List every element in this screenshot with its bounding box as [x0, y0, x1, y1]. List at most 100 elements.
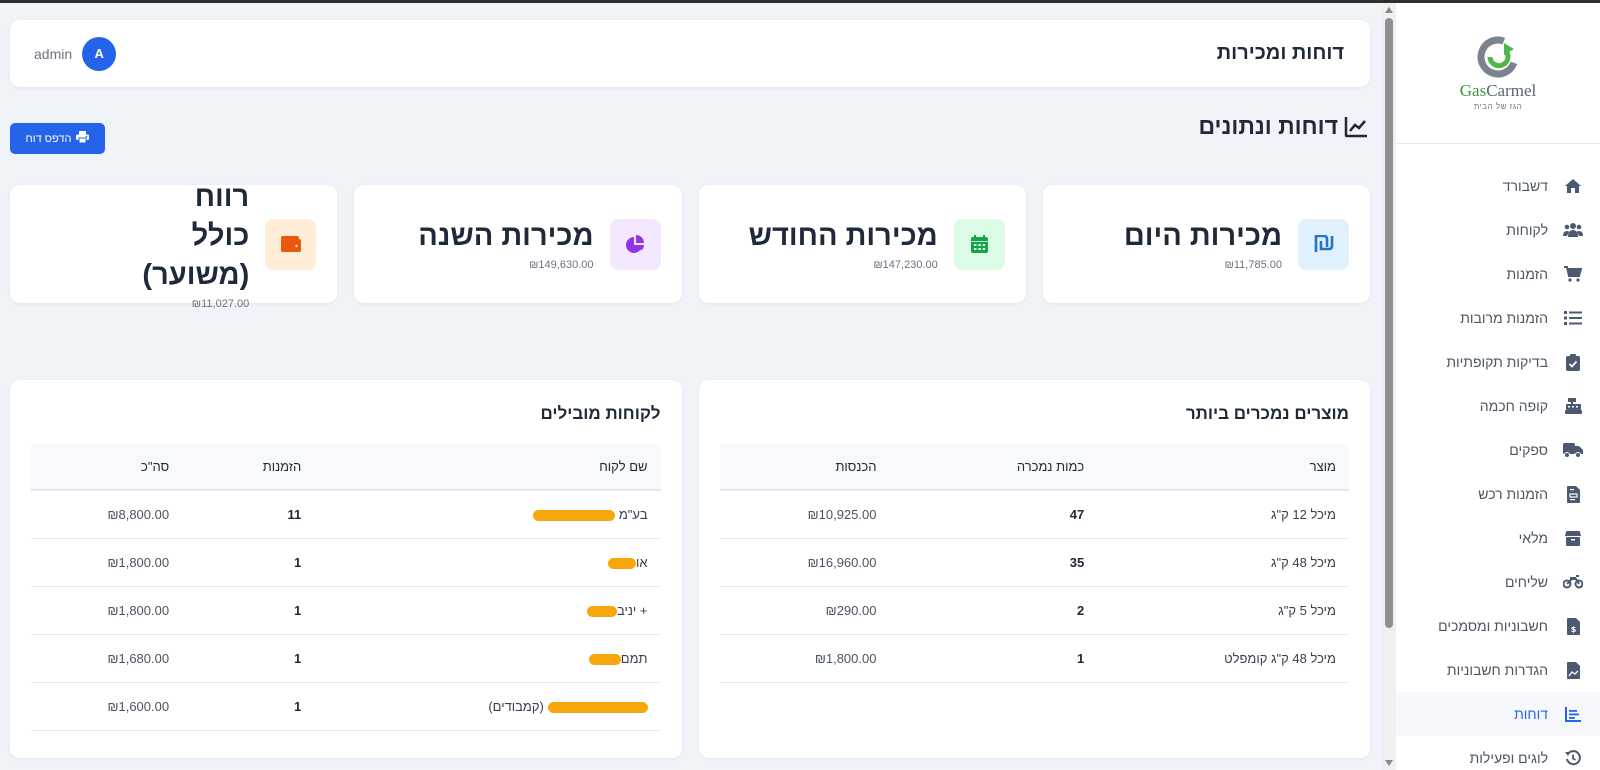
sidebar-item-label: לוגים ופעילות — [1469, 750, 1548, 766]
sidebar-item-smart-register[interactable]: קופה חכמה — [1396, 384, 1600, 428]
order-count: 11 — [182, 490, 315, 539]
customer-total: ₪1,600.00 — [31, 682, 183, 731]
scroll-thumb[interactable] — [1385, 18, 1393, 628]
file-chart-icon — [1562, 661, 1584, 679]
stat-value: ₪11,027.00 — [191, 298, 250, 311]
window-top-border — [0, 0, 1600, 3]
customer-total: ₪1,680.00 — [31, 634, 183, 683]
calendar-icon — [953, 218, 1005, 270]
redaction-mark — [533, 509, 616, 521]
scroll-up-arrow-icon[interactable] — [1385, 7, 1393, 13]
sidebar-item-label: הזמנות רכש — [1478, 486, 1548, 502]
sidebar-item-label: הזמנות — [1506, 266, 1549, 282]
panel-title: לקוחות מובילים — [540, 404, 661, 423]
avatar[interactable]: A — [82, 36, 117, 71]
column-header[interactable]: הזמנות — [182, 444, 315, 491]
panel-title: מוצרים נמכרים ביותר — [1185, 404, 1349, 423]
scroll-down-arrow-icon[interactable] — [1385, 760, 1393, 766]
sidebar-item-label: שליחים — [1504, 574, 1548, 590]
sidebar-item-label: קופה חכמה — [1479, 398, 1548, 414]
pie-chart-icon — [609, 218, 661, 270]
revenue: ₪1,800.00 — [719, 634, 890, 683]
sidebar-item-label: הזמנות מרובות — [1460, 310, 1548, 326]
stat-card-month-sales: מכירות החודש ₪147,230.00 — [698, 185, 1026, 303]
redaction-mark — [607, 557, 636, 569]
sidebar-item-reports[interactable]: דוחות — [1396, 692, 1600, 736]
shekel-icon — [1298, 218, 1349, 270]
column-header[interactable]: כמות נמכרה — [889, 444, 1098, 491]
logo[interactable]: GasCarmel הגז של הבית — [1396, 3, 1600, 144]
sidebar: GasCarmel הגז של הבית דשבורד לקוחות הזמנ… — [1396, 3, 1600, 770]
gascarmel-logo-icon — [1476, 35, 1520, 79]
stat-label: מכירות השנה — [418, 219, 594, 252]
sidebar-item-label: בדיקות תקופתיות — [1446, 354, 1548, 370]
stat-card-year-sales: מכירות השנה ₪149,630.00 — [354, 185, 682, 303]
table-row: מיכל 48 ק"ג קומפלט 1 ₪1,800.00 — [719, 634, 1349, 683]
redaction-mark — [588, 653, 621, 665]
stat-card-today-sales: מכירות היום ₪11,785.00 — [1042, 185, 1370, 303]
quantity-sold: 1 — [889, 634, 1098, 683]
table-row: + יניב 1 ₪1,800.00 — [31, 586, 661, 635]
print-icon — [76, 131, 90, 146]
order-count: 1 — [182, 586, 315, 635]
customer-total: ₪8,800.00 — [31, 490, 183, 539]
cash-register-icon — [1562, 397, 1584, 415]
print-report-button[interactable]: הדפס דוח — [10, 123, 105, 154]
sidebar-item-label: לקוחות — [1506, 222, 1548, 238]
table-row: בע"מ 11 ₪8,800.00 — [31, 490, 661, 539]
column-header[interactable]: סה"כ — [31, 444, 183, 491]
column-header[interactable]: שם לקוח — [314, 444, 661, 491]
sidebar-item-invoice-settings[interactable]: הגדרות חשבוניות — [1396, 648, 1600, 692]
redaction-mark — [586, 605, 617, 617]
box-icon — [1562, 529, 1584, 547]
table-row: מיכל 12 ק"ג 47 ₪10,925.00 — [719, 490, 1349, 539]
customer-name: (קמבודים) — [314, 682, 661, 731]
sidebar-item-periodic-checks[interactable]: בדיקות תקופתיות — [1396, 340, 1600, 384]
product-name: מיכל 12 ק"ג — [1097, 490, 1349, 539]
page-title: דוחות ומכירות — [1216, 42, 1344, 64]
order-count: 1 — [182, 634, 315, 683]
user-menu[interactable]: admin A — [34, 36, 117, 71]
user-name: admin — [34, 45, 73, 62]
sidebar-item-dashboard[interactable]: דשבורד — [1396, 164, 1600, 208]
revenue: ₪10,925.00 — [719, 490, 890, 539]
top-customers-table: שם לקוח הזמנות סה"כ בע"מ 11 ₪8,800.00 או… — [31, 444, 661, 731]
column-header[interactable]: הכנסות — [719, 444, 890, 491]
sidebar-item-customers[interactable]: לקוחות — [1396, 208, 1600, 252]
file-invoice-icon — [1562, 485, 1584, 503]
sidebar-item-label: דשבורד — [1502, 178, 1548, 194]
top-products-table: מוצר כמות נמכרה הכנסות מיכל 12 ק"ג 47 ₪1… — [719, 444, 1349, 683]
sidebar-item-label: הגדרות חשבוניות — [1446, 662, 1548, 678]
table-header-row: שם לקוח הזמנות סה"כ — [31, 444, 661, 491]
motorcycle-icon — [1562, 573, 1584, 591]
main-content: דוחות ומכירות admin A דוחות ונתונים הדפס… — [0, 3, 1382, 770]
stat-value: ₪149,630.00 — [529, 259, 594, 272]
revenue: ₪16,960.00 — [719, 538, 890, 587]
top-customers-panel: לקוחות מובילים שם לקוח הזמנות סה"כ בע"מ … — [10, 380, 682, 758]
revenue: ₪290.00 — [719, 586, 890, 635]
sidebar-item-purchase-orders[interactable]: הזמנות רכש — [1396, 472, 1600, 516]
product-name: מיכל 48 ק"ג — [1097, 538, 1349, 587]
brand-name: GasCarmel — [1459, 81, 1537, 100]
column-header[interactable]: מוצר — [1097, 444, 1349, 491]
chart-line-icon — [1344, 116, 1368, 138]
sidebar-item-couriers[interactable]: שליחים — [1396, 560, 1600, 604]
vertical-scrollbar[interactable] — [1382, 3, 1396, 770]
sidebar-item-inventory[interactable]: מלאי — [1396, 516, 1600, 560]
sidebar-nav: דשבורד לקוחות הזמנות הזמנות מרובות בדיקו… — [1396, 144, 1600, 770]
order-count: 1 — [182, 682, 315, 731]
order-count: 1 — [182, 538, 315, 587]
home-icon — [1562, 177, 1584, 195]
chart-bar-icon — [1562, 705, 1584, 723]
brand-tagline: הגז של הבית — [1473, 102, 1523, 111]
product-name: מיכל 48 ק"ג קומפלט — [1097, 634, 1349, 683]
redaction-mark — [547, 701, 648, 713]
sidebar-item-bulk-orders[interactable]: הזמנות מרובות — [1396, 296, 1600, 340]
sidebar-item-suppliers[interactable]: ספקים — [1396, 428, 1600, 472]
sidebar-item-invoices-documents[interactable]: $ חשבוניות ומסמכים — [1396, 604, 1600, 648]
sidebar-item-orders[interactable]: הזמנות — [1396, 252, 1600, 296]
print-button-label: הדפס דוח — [25, 132, 72, 145]
sidebar-item-logs-activity[interactable]: לוגים ופעילות — [1396, 736, 1600, 770]
customer-name: + יניב — [314, 586, 661, 635]
quantity-sold: 2 — [889, 586, 1098, 635]
